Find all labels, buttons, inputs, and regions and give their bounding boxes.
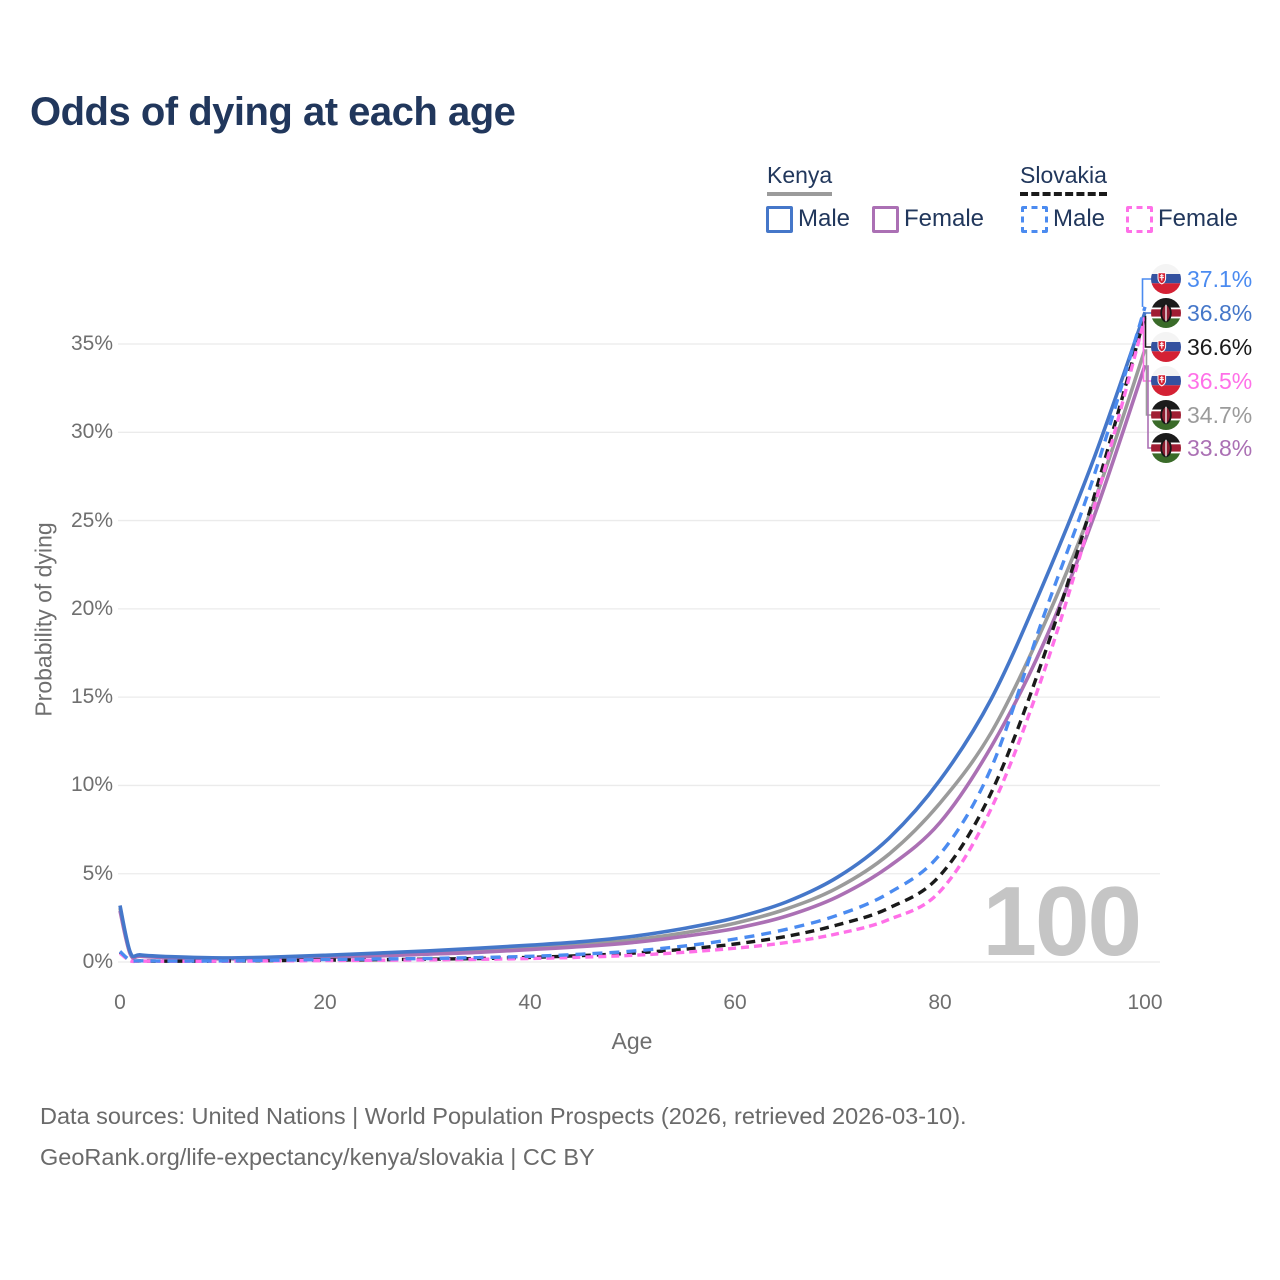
footer: Data sources: United Nations | World Pop… [40,1096,967,1178]
slovakia-flag-icon [1151,366,1181,396]
legend-group-kenya: Kenya [767,162,833,196]
y-axis-title: Probability of dying [30,522,57,717]
end-value-label: 33.8% [1187,434,1253,461]
y-tick-label: 5% [82,861,113,885]
y-tick-label: 15% [70,685,113,709]
x-tick-label: 40 [518,991,542,1014]
slovakia-flag-icon [1151,332,1181,362]
kenya-female-swatch-icon [872,205,899,233]
series-line-kenya-male [118,311,1147,960]
legend-item-kenya-female[interactable]: Female [872,205,984,233]
x-tick-label: 0 [114,991,126,1014]
end-value-label: 36.8% [1187,299,1253,326]
end-label-row: 36.5% [1151,366,1252,396]
end-value-label: 36.5% [1187,367,1253,394]
x-tick-label: 20 [313,991,337,1014]
legend-item-slovakia-female[interactable]: Female [1126,205,1238,233]
kenya-flag-icon [1151,298,1181,328]
x-axis-title: Age [611,1028,653,1054]
x-tick-label: 60 [723,991,747,1014]
slovakia-flag-icon [1151,264,1181,294]
legend-item-slovakia-male[interactable]: Male [1021,205,1105,233]
kenya-flag-icon [1151,400,1181,430]
y-tick-label: 20% [70,596,113,620]
y-tick-label: 35% [70,332,113,355]
slovakia-male-swatch-icon [1021,205,1048,233]
legend-item-label: Female [1158,205,1239,232]
label-connector [1141,278,1151,307]
end-value-label: 37.1% [1187,265,1253,292]
end-label-row: 37.1% [1151,264,1252,294]
legend-group-slovakia: Slovakia [1020,162,1107,196]
end-label-row: 36.8% [1151,298,1252,328]
page-title: Odds of dying at each age [30,90,516,134]
series-line-slovakia-female [118,317,1147,964]
kenya-flag-icon [1151,433,1181,463]
series-line-slovakia-all [118,315,1147,963]
x-tick-label: 80 [928,991,952,1014]
legend-item-label: Male [1053,205,1106,232]
end-label-row: 34.7% [1151,400,1252,430]
end-label-row: 36.6% [1151,332,1252,362]
end-value-label: 34.7% [1187,401,1253,428]
legend-item-label: Female [904,205,985,232]
label-connector [1143,312,1151,314]
legend-item-label: Male [798,205,851,232]
y-tick-label: 30% [70,420,113,444]
attribution-line: GeoRank.org/life-expectancy/kenya/slovak… [40,1144,595,1170]
x-tick-label: 100 [1127,991,1163,1014]
y-tick-label: 10% [70,773,113,797]
end-label-row: 33.8% [1151,433,1252,463]
age-annotation: 100 [982,866,1142,976]
y-tick-label: 0% [82,950,113,973]
end-value-label: 36.6% [1187,333,1253,360]
label-connector [1142,317,1151,382]
kenya-male-swatch-icon [766,205,793,233]
legend-item-kenya-male[interactable]: Male [766,205,850,233]
series-line-slovakia-male [118,306,1147,963]
data-source-line: Data sources: United Nations | World Pop… [40,1103,967,1129]
slovakia-female-swatch-icon [1126,205,1153,233]
y-tick-label: 25% [70,508,113,532]
